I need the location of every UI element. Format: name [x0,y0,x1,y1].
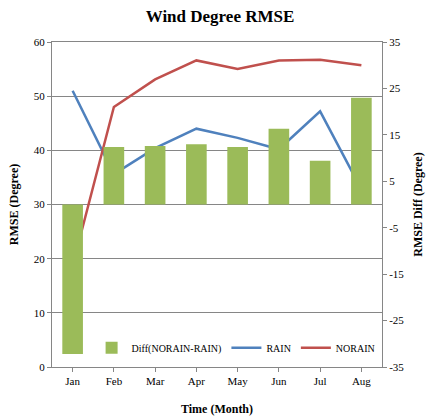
svg-text:-15: -15 [389,268,404,280]
svg-text:35: 35 [389,36,401,48]
svg-text:0: 0 [39,361,45,373]
svg-text:Jun: Jun [271,375,287,387]
svg-text:NORAIN: NORAIN [336,343,375,354]
svg-text:40: 40 [34,144,46,156]
svg-text:Feb: Feb [106,375,123,387]
svg-text:Aug: Aug [352,375,371,387]
svg-text:Apr: Apr [188,375,205,387]
svg-text:50: 50 [34,90,46,102]
svg-text:Wind Degree RMSE: Wind Degree RMSE [146,7,295,26]
svg-text:25: 25 [389,82,401,94]
svg-text:30: 30 [34,198,46,210]
svg-text:RMSE (Degree): RMSE (Degree) [7,164,21,245]
svg-text:Jan: Jan [65,375,80,387]
svg-text:15: 15 [389,129,401,141]
svg-text:60: 60 [34,36,46,48]
svg-text:-35: -35 [389,361,404,373]
svg-text:10: 10 [34,307,46,319]
svg-text:RMSE Diff (Degree): RMSE Diff (Degree) [411,152,425,256]
svg-text:Jul: Jul [314,375,327,387]
svg-text:20: 20 [34,253,46,265]
svg-text:-5: -5 [389,222,399,234]
svg-text:Mar: Mar [146,375,165,387]
svg-text:Time (Month): Time (Month) [181,402,253,416]
svg-text:May: May [228,375,249,387]
svg-text:5: 5 [389,175,395,187]
svg-text:RAIN: RAIN [266,343,290,354]
svg-text:Diff(NORAIN-RAIN): Diff(NORAIN-RAIN) [132,343,222,355]
svg-text:-25: -25 [389,314,404,326]
